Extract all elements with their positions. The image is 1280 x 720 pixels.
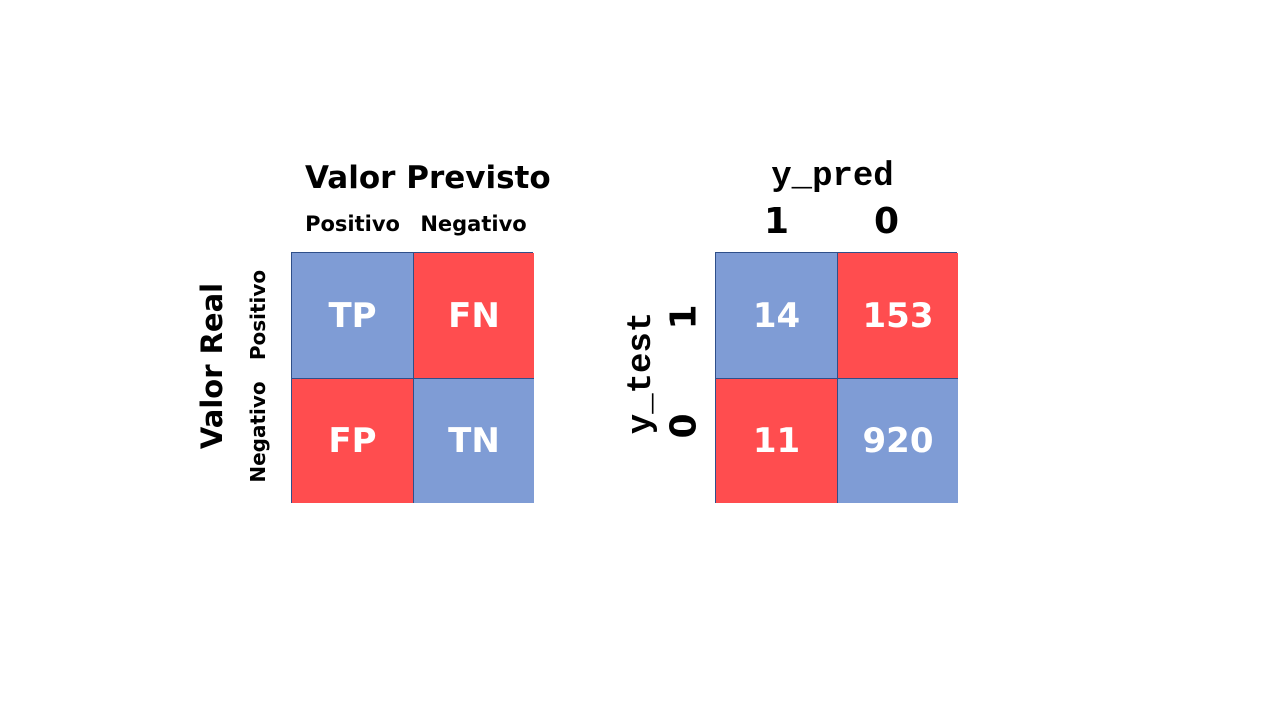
right-col-label-1: 1 (763, 201, 790, 242)
right-row-title: y_test (623, 311, 661, 435)
left-col-label-negative: Negativo (420, 212, 527, 236)
cell-fn: FN (413, 253, 534, 378)
left-col-label-positive: Positivo (305, 212, 400, 236)
cell-tp: TP (292, 253, 413, 378)
right-title: y_pred (771, 158, 894, 196)
cell-true-negative-count: 920 (837, 378, 958, 503)
right-col-label-0: 0 (873, 201, 900, 242)
cell-false-negative-count: 153 (837, 253, 958, 378)
right-matrix: 14 153 11 920 (715, 252, 958, 503)
cell-false-positive-count: 11 (716, 378, 837, 503)
left-row-label-negative: Negativo (246, 381, 270, 483)
left-title: Valor Previsto (305, 160, 551, 196)
cell-true-positive-count: 14 (716, 253, 837, 378)
left-row-label-positive: Positivo (246, 269, 270, 361)
cell-tn: TN (413, 378, 534, 503)
right-row-label-1: 1 (663, 304, 705, 330)
left-row-title: Valor Real (195, 282, 229, 450)
right-row-label-0: 0 (663, 413, 705, 439)
cell-fp: FP (292, 378, 413, 503)
left-matrix: TP FN FP TN (291, 252, 534, 503)
